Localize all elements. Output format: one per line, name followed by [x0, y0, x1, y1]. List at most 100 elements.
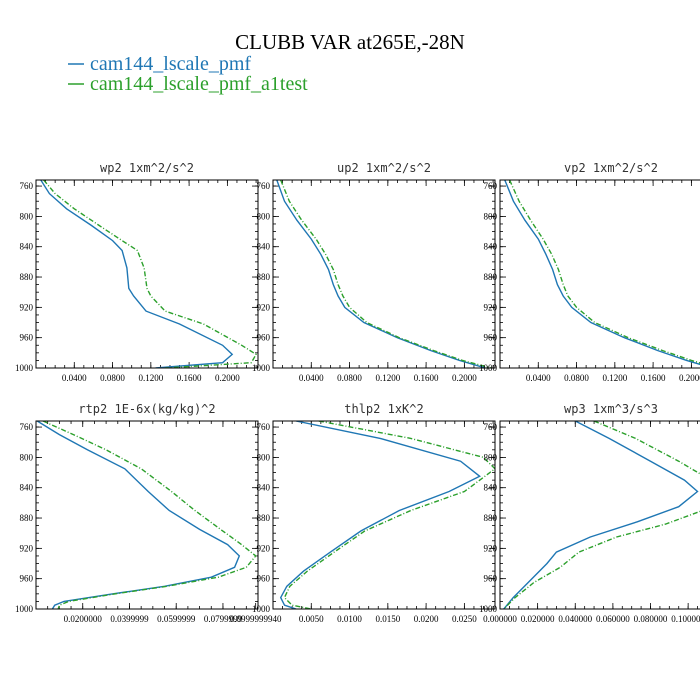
y-tick-label: 840	[484, 242, 498, 252]
panel-title: thlp2 1xK^2	[344, 402, 423, 416]
y-tick-label: 920	[257, 302, 271, 312]
x-tick-label: 0.0050	[299, 614, 324, 624]
y-tick-label: 920	[20, 543, 34, 553]
y-tick-label: 760	[257, 181, 271, 191]
panel-frame	[272, 179, 496, 369]
x-tick-label: 0.1200	[138, 373, 163, 383]
x-tick-label: 0.1600	[177, 373, 202, 383]
panel-3: vp2 1xm^2/s^2 760 800 840 880 920 960 1000 0.040…	[479, 161, 700, 383]
x-tick-label: 0.0599999	[157, 614, 196, 624]
legend: cam144_lscale_pmf cam144_lscale_pmf_a1te…	[68, 53, 308, 95]
y-tick-label: 800	[257, 452, 271, 462]
y-tick-label: 960	[257, 333, 271, 343]
panel-title: rtp2 1E-6x(kg/kg)^2	[78, 402, 215, 416]
x-tick-label: 0.020000	[521, 614, 555, 624]
y-tick-label: 880	[257, 272, 271, 282]
panel-5: thlp2 1xK^2 760 800 840 880 920 960 1000 0.0050 0…	[252, 402, 496, 624]
series-line-2	[283, 421, 495, 609]
panel-frame	[35, 420, 259, 610]
panels: wp2 1xm^2/s^2 760 800 840 880 920 960 1000 0.040…	[15, 161, 700, 624]
series-line-1	[40, 180, 234, 368]
y-tick-label: 840	[20, 483, 34, 493]
x-tick-label: 0.2000	[679, 373, 700, 383]
y-tick-label: 920	[484, 302, 498, 312]
x-tick-label: 0.0800	[100, 373, 125, 383]
panel-title: wp2 1xm^2/s^2	[100, 161, 194, 175]
y-tick-label: 960	[484, 574, 498, 584]
y-tick-label: 800	[257, 211, 271, 221]
y-tick-label: 960	[20, 333, 34, 343]
x-tick-label: 0.0400	[299, 373, 324, 383]
y-tick-label: 880	[257, 513, 271, 523]
y-tick-label: 920	[484, 543, 498, 553]
x-tick-label: 0.1600	[641, 373, 666, 383]
x-tick-label: 0.0999999940	[230, 614, 282, 624]
series-line-2	[43, 180, 258, 368]
x-tick-label: 0.1600	[414, 373, 439, 383]
x-tick-label: 0.100000	[671, 614, 700, 624]
panel-6: wp3 1xm^3/s^3 760 800 840 880 920 960 10000.000…	[479, 402, 700, 624]
y-tick-label: 1000	[479, 604, 498, 614]
y-tick-label: 1000	[479, 363, 498, 373]
y-tick-label: 880	[20, 272, 34, 282]
panel-4: rtp2 1E-6x(kg/kg)^2 760 800 840 880 920 960 100…	[15, 402, 282, 624]
x-tick-label: 0.000000	[483, 614, 517, 624]
y-tick-label: 1000	[252, 604, 271, 614]
y-tick-label: 1000	[15, 363, 34, 373]
x-tick-label: 0.1200	[375, 373, 400, 383]
x-tick-label: 0.0799999	[204, 614, 243, 624]
panel-title: up2 1xm^2/s^2	[337, 161, 431, 175]
y-tick-label: 840	[257, 483, 271, 493]
y-tick-label: 840	[484, 483, 498, 493]
x-tick-label: 0.040000	[558, 614, 592, 624]
y-tick-label: 1000	[15, 604, 34, 614]
x-tick-label: 0.0200	[414, 614, 439, 624]
y-tick-label: 880	[484, 272, 498, 282]
x-tick-label: 0.0800	[337, 373, 362, 383]
legend-label-1: cam144_lscale_pmf	[90, 53, 251, 75]
y-tick-label: 800	[484, 452, 498, 462]
panel-1: wp2 1xm^2/s^2 760 800 840 880 920 960 1000 0.040…	[15, 161, 259, 383]
series-line-1	[276, 180, 486, 368]
x-tick-label: 0.0400	[62, 373, 87, 383]
x-tick-label: 0.060000	[596, 614, 630, 624]
y-tick-label: 760	[20, 422, 34, 432]
x-tick-label: 0.0100	[337, 614, 362, 624]
x-tick-label: 0.2000	[215, 373, 240, 383]
legend-label-2: cam144_lscale_pmf_a1test	[90, 73, 308, 95]
y-tick-label: 960	[484, 333, 498, 343]
y-tick-label: 760	[484, 181, 498, 191]
y-tick-label: 880	[20, 513, 34, 523]
series-line-2	[42, 421, 257, 609]
x-tick-label: 0.0800	[564, 373, 589, 383]
y-tick-label: 880	[484, 513, 498, 523]
series-line-1	[503, 421, 699, 609]
y-tick-label: 800	[20, 452, 34, 462]
y-tick-label: 920	[20, 302, 34, 312]
y-tick-label: 960	[20, 574, 34, 584]
series-line-1	[504, 180, 700, 366]
figure-title: CLUBB VAR at265E,-28N	[235, 30, 465, 54]
x-tick-label: 0.0200000	[64, 614, 103, 624]
x-tick-label: 0.0250	[452, 614, 477, 624]
x-tick-label: 0.1200	[602, 373, 627, 383]
panel-frame	[272, 420, 496, 610]
panel-title: wp3 1xm^3/s^3	[564, 402, 658, 416]
panel-frame	[35, 179, 259, 369]
y-tick-label: 840	[257, 242, 271, 252]
y-tick-label: 760	[20, 181, 34, 191]
x-tick-label: 0.0399999	[110, 614, 149, 624]
y-tick-label: 920	[257, 543, 271, 553]
x-tick-label: 0.080000	[634, 614, 668, 624]
panel-title: vp2 1xm^2/s^2	[564, 161, 658, 175]
y-tick-label: 800	[20, 211, 34, 221]
panel-frame	[499, 179, 700, 369]
y-tick-label: 760	[257, 422, 271, 432]
y-tick-label: 760	[484, 422, 498, 432]
series-line-1	[279, 421, 482, 609]
y-tick-label: 960	[257, 574, 271, 584]
y-tick-label: 800	[484, 211, 498, 221]
x-tick-label: 0.2000	[452, 373, 477, 383]
y-tick-label: 1000	[252, 363, 271, 373]
